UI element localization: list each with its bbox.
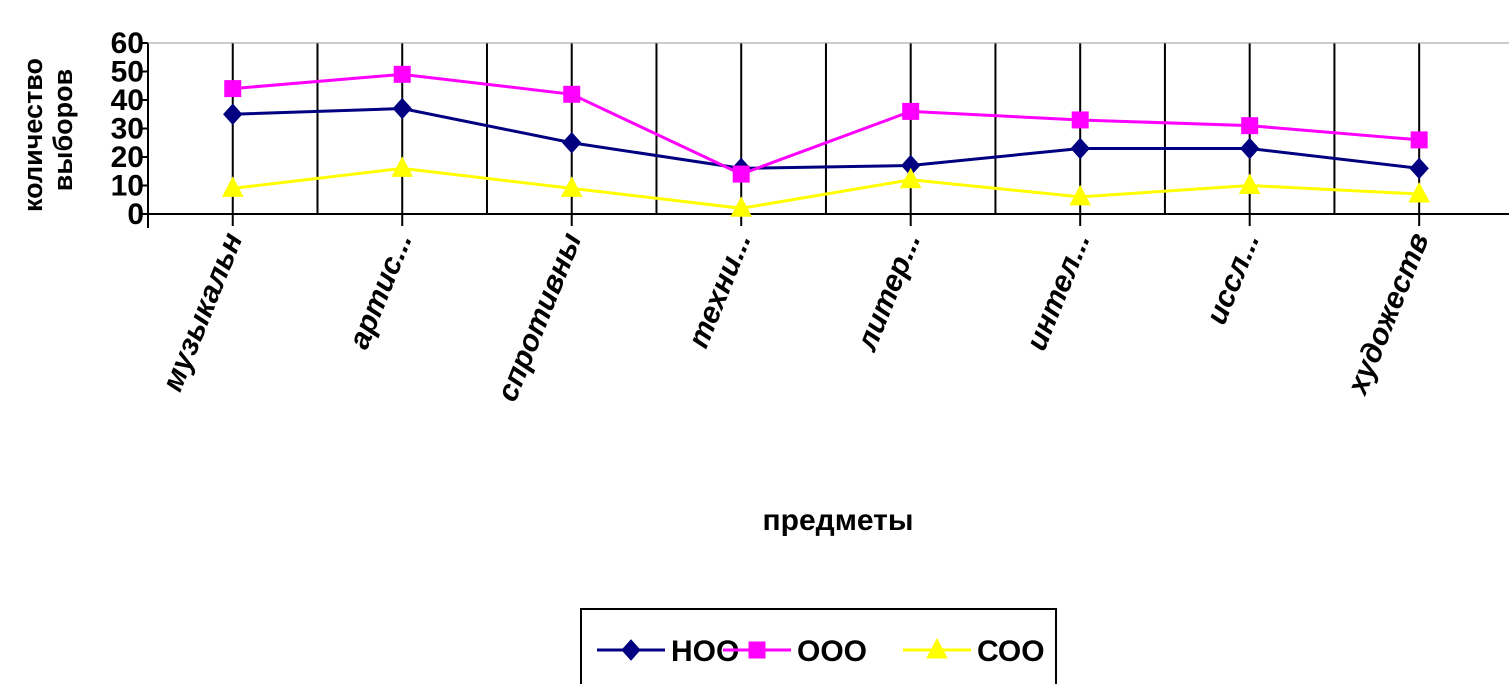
legend-marker — [748, 641, 766, 659]
data-point — [391, 156, 414, 177]
y-axis-title-line-2: выборов — [48, 69, 78, 191]
legend-box — [580, 608, 1057, 684]
data-point — [1238, 173, 1261, 194]
series-line — [232, 72, 1420, 176]
data-point — [1410, 131, 1428, 149]
legend-item: ООО — [723, 635, 867, 668]
series — [221, 156, 1430, 217]
data-point — [224, 80, 242, 98]
y-tick-label: 30 — [111, 113, 144, 146]
y-tick-label: 40 — [111, 84, 144, 117]
data-point — [223, 103, 243, 125]
x-tick-label: спротивны — [491, 228, 589, 406]
legend-marker — [926, 637, 948, 659]
series — [224, 65, 1428, 183]
legend-items: НОО ООО СОО — [597, 635, 1045, 668]
series-line — [232, 166, 1420, 210]
y-tick-label: 0 — [127, 198, 144, 231]
legend-item: СОО — [903, 635, 1045, 668]
x-axis-title: предметы — [763, 504, 914, 537]
data-point — [902, 102, 920, 120]
data-point — [221, 176, 244, 197]
x-tick-label: художеств — [1340, 228, 1435, 400]
data-point — [1241, 117, 1259, 135]
legend-label: ООО — [797, 635, 867, 668]
y-tick-label: 60 — [111, 27, 144, 60]
data-point — [392, 97, 412, 120]
x-tick-label: интел... — [1020, 228, 1097, 355]
data-point — [562, 132, 582, 154]
x-tick-label: музыкальн — [156, 228, 249, 396]
y-axis-title-line-1: количество — [18, 58, 48, 212]
x-tick-label: артис... — [343, 228, 419, 353]
data-point — [393, 65, 411, 83]
data-point — [1070, 137, 1090, 160]
legend: НОО ООО СОО — [580, 608, 1057, 684]
data-point — [732, 165, 750, 183]
data-point — [1069, 184, 1092, 206]
y-tick-label: 20 — [111, 141, 144, 174]
data-point — [730, 196, 753, 217]
data-point — [1409, 157, 1429, 180]
y-tick-label: 50 — [111, 56, 144, 89]
x-tick-labels: музыкальн артис... спротивны техни... литер.… — [156, 228, 1436, 406]
data-point — [563, 85, 581, 103]
axes — [142, 42, 1509, 228]
data-point — [899, 167, 922, 189]
data-point — [560, 176, 583, 197]
data-point — [1071, 111, 1089, 129]
data-point — [1240, 137, 1260, 160]
x-tick-label: техни... — [682, 228, 758, 352]
legend-marker — [621, 639, 641, 661]
x-tick-label: литер... — [850, 228, 928, 357]
y-tick-label: 10 — [111, 170, 144, 203]
data-point — [1408, 181, 1430, 203]
series-lines — [221, 65, 1430, 217]
legend-label: СОО — [977, 635, 1045, 668]
series-line — [232, 107, 1420, 170]
x-tick-label: иссл... — [1200, 228, 1266, 329]
